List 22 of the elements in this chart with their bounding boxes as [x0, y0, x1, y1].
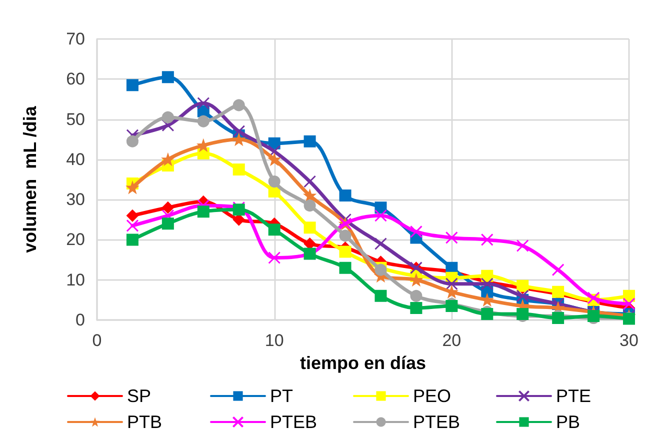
y-tick-label: 20 — [66, 230, 85, 250]
legend-label: SP — [127, 386, 152, 406]
legend-label: PT — [270, 386, 294, 406]
y-tick-label: 30 — [66, 190, 85, 210]
legend-label: PB — [556, 412, 580, 432]
x-tick-label: 30 — [620, 331, 638, 350]
legend-label: PTB — [127, 412, 162, 432]
y-tick-label: 10 — [66, 270, 85, 290]
x-tick-label: 20 — [442, 331, 462, 350]
y-tick-label: 40 — [66, 150, 85, 169]
x-tick-label: 0 — [92, 331, 102, 350]
x-axis-title: tiempo en días — [300, 352, 426, 373]
y-tick-label: 60 — [66, 70, 85, 89]
y-tick-label: 70 — [66, 30, 85, 48]
legend-label: PTEB — [270, 412, 318, 432]
legend-label: PTEB — [413, 412, 460, 432]
legend-label: PEO — [413, 386, 452, 406]
legend-label: PTE — [556, 386, 592, 406]
x-tick-label: 10 — [264, 331, 284, 350]
y-tick-label: 0 — [76, 310, 85, 330]
y-tick-label: 50 — [66, 110, 85, 129]
y-axis-title: volumen mL /dia — [20, 105, 40, 253]
